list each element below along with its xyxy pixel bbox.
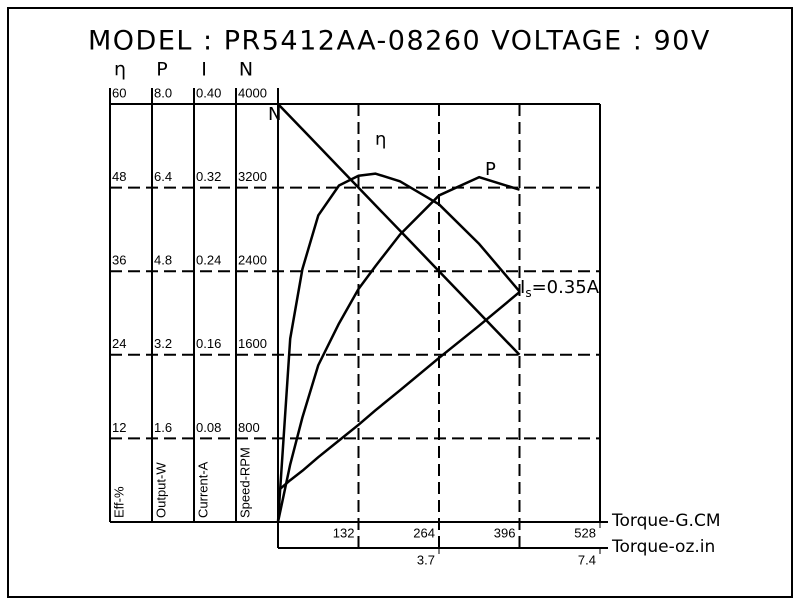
- y-tick-label: 3.2: [154, 336, 172, 351]
- y-tick-label: 0.08: [196, 420, 221, 435]
- y-tick-label: 2400: [238, 253, 267, 268]
- y-tick-label: 12: [112, 420, 126, 435]
- annotation-sub: s: [525, 286, 531, 300]
- y-axis-label: Eff-%: [111, 486, 126, 518]
- y-tick-label: 1.6: [154, 420, 172, 435]
- y-axis-label: Speed-RPM: [237, 447, 252, 518]
- curve-label: N: [268, 104, 281, 125]
- axis-symbol: N: [239, 59, 253, 81]
- y-tick-label: 48: [112, 169, 126, 184]
- curve: [276, 175, 520, 523]
- y-tick-label: 24: [112, 336, 126, 351]
- y-tick-label: 0.24: [196, 253, 221, 268]
- y-tick-label: 6.4: [154, 169, 172, 184]
- x2-tick-label: 7.4: [578, 552, 596, 567]
- curve-label: η: [375, 129, 386, 150]
- curve-label: P: [485, 159, 496, 180]
- y-tick-label: 4.8: [154, 253, 172, 268]
- curve: [276, 172, 521, 523]
- y-tick-label: 60: [112, 85, 126, 100]
- y-tick-label: 8.0: [154, 85, 172, 100]
- current-annotation: Is=0.35A: [520, 277, 600, 300]
- x-axis-label: Torque-G.CM: [611, 511, 720, 531]
- y-tick-label: 1600: [238, 336, 267, 351]
- x2-axis-label: Torque-oz.in: [611, 537, 715, 557]
- curve: [277, 103, 521, 356]
- y-tick-label: 4000: [238, 85, 267, 100]
- outer-frame: [7, 7, 793, 598]
- axis-symbol: P: [156, 59, 167, 81]
- y-tick-label: 0.32: [196, 169, 221, 184]
- y-tick-label: 0.40: [196, 85, 221, 100]
- y-tick-label: 0.16: [196, 336, 221, 351]
- x-tick-label: 264: [413, 525, 435, 540]
- x-tick-label: 132: [333, 525, 355, 540]
- y-tick-label: 800: [238, 420, 260, 435]
- x-tick-label: 396: [494, 525, 516, 540]
- annotation-rest: =0.35A: [532, 277, 600, 298]
- axis-symbol: η: [114, 59, 126, 81]
- y-axis-label: Current-A: [195, 461, 210, 518]
- y-tick-label: 3200: [238, 169, 267, 184]
- annotation-main: I: [520, 277, 525, 298]
- x-tick-label: 528: [574, 525, 596, 540]
- x2-tick-label: 3.7: [417, 552, 435, 567]
- curve: [277, 291, 521, 492]
- chart-title: MODEL : PR5412AA-08260 VOLTAGE : 90V: [88, 26, 711, 57]
- y-axis-label: Output-W: [153, 462, 168, 518]
- y-tick-label: 36: [112, 253, 126, 268]
- axis-symbol: I: [201, 59, 207, 81]
